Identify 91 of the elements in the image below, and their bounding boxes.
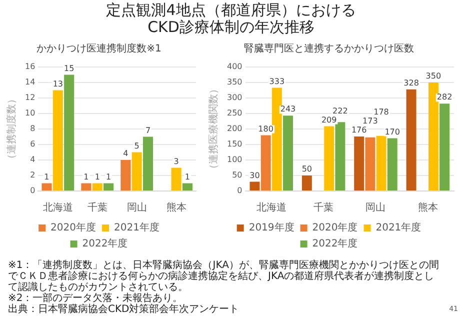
bar (42, 183, 52, 190)
bar (142, 136, 154, 190)
x-tick-label: 岡山 (126, 202, 147, 214)
bar (335, 122, 346, 190)
data-label: 1 (184, 172, 190, 182)
bar (376, 136, 386, 190)
text: ※1：「連携制度数」とは、日本腎臓病協会（JKA）が、腎臓専門医療機関とかかりつけ医との間でＣＫＤ患者診療における何らかの病診連携協定を結び、JKAの都道府県代表者が連携制度として認識したものがカウントされている。 (8, 260, 440, 293)
bar (132, 152, 142, 190)
data-label: 50 (302, 164, 312, 174)
y-axis-title: （連携制度数） (6, 94, 18, 164)
data-label: 5 (134, 141, 140, 150)
y-tick-label: 250 (226, 108, 242, 118)
bar (365, 137, 376, 190)
y-tick-label: 14 (24, 78, 36, 87)
y-tick-label: 12 (24, 93, 36, 102)
data-label: 1 (106, 172, 112, 182)
data-label: 1 (44, 172, 50, 182)
legend-label: 2022年度 (312, 238, 358, 250)
bar (283, 116, 293, 190)
data-label: 15 (64, 64, 74, 73)
chart-subtitle: かかりつけ医連携制度数※1 (36, 42, 162, 55)
legend-label: 2020年度 (50, 222, 96, 234)
legend-label: 2022年度 (82, 238, 128, 250)
data-label: 350 (426, 72, 442, 81)
bar (387, 138, 398, 190)
y-tick-label: 150 (226, 140, 242, 149)
x-tick-label: 北海道 (42, 202, 73, 214)
data-label: 209 (321, 115, 337, 124)
source-note: 出典：日本腎臓病協会CKD対策部会年次アンケート (8, 304, 240, 315)
chart-subtitle: 腎臓専門医と連携するかかりつけ医数 (244, 42, 414, 55)
data-label: 328 (404, 78, 419, 88)
bar (260, 135, 271, 190)
data-label: 282 (436, 92, 452, 102)
legend-label: 2021年度 (114, 222, 160, 234)
bar (104, 183, 114, 190)
data-label: 13 (52, 79, 63, 88)
x-tick-label: 千葉 (87, 202, 108, 214)
bar (406, 89, 416, 190)
y-tick-label: 300 (226, 93, 242, 102)
text: 定点観測4地点（都道府県）における CKD診療体制の年次推移 (105, 0, 357, 36)
bar (81, 183, 92, 190)
y-tick-label: 4 (30, 155, 36, 164)
bar (64, 74, 74, 190)
legend-label: 2021年度 (376, 222, 422, 234)
bar (182, 183, 192, 190)
y-tick-label: 16 (24, 62, 36, 72)
bar (272, 88, 282, 190)
bar (171, 168, 182, 190)
y-tick-label: 100 (226, 155, 242, 164)
bar (250, 182, 260, 190)
legend-label: 2019年度 (248, 222, 294, 234)
bar (354, 136, 364, 190)
y-tick-label: 8 (30, 124, 36, 134)
y-axis-title: （連携医療機関数） (208, 84, 220, 174)
legend-label: 2020年度 (312, 222, 358, 234)
x-tick-label: 熊本 (166, 202, 186, 214)
data-label: 170 (384, 127, 400, 136)
bar (428, 82, 438, 190)
data-label: 1 (94, 172, 100, 182)
bar (324, 126, 334, 190)
x-tick-label: 熊本 (418, 202, 438, 214)
bar (52, 90, 63, 190)
x-tick-label: 千葉 (314, 202, 334, 214)
y-tick-label: 0 (30, 186, 36, 196)
data-label: 243 (280, 104, 296, 114)
data-label: 178 (374, 108, 389, 117)
data-label: 1 (84, 172, 89, 182)
y-tick-label: 6 (30, 140, 36, 149)
data-label: 30 (250, 170, 260, 180)
y-tick-label: 0 (237, 186, 242, 196)
data-label: 3 (174, 156, 179, 166)
y-tick-label: 50 (232, 170, 242, 180)
data-label: 173 (362, 116, 378, 126)
y-tick-label: 2 (30, 170, 36, 180)
text: ※2：一部のデータ欠落・未報告あり。 (8, 293, 184, 304)
bar (440, 104, 450, 190)
data-label: 176 (351, 126, 367, 135)
x-tick-label: 岡山 (366, 202, 386, 214)
data-label: 333 (269, 76, 285, 86)
bar (92, 183, 102, 190)
data-label: 7 (145, 126, 151, 135)
data-label: 180 (258, 124, 274, 134)
y-tick-label: 400 (226, 62, 242, 72)
y-tick-label: 200 (226, 124, 242, 134)
y-tick-label: 350 (226, 78, 242, 87)
bar (302, 176, 312, 190)
bar (120, 160, 131, 190)
y-tick-label: 10 (24, 108, 36, 118)
x-tick-label: 北海道 (256, 202, 286, 214)
data-label: 222 (332, 106, 348, 116)
data-label: 4 (123, 149, 128, 158)
